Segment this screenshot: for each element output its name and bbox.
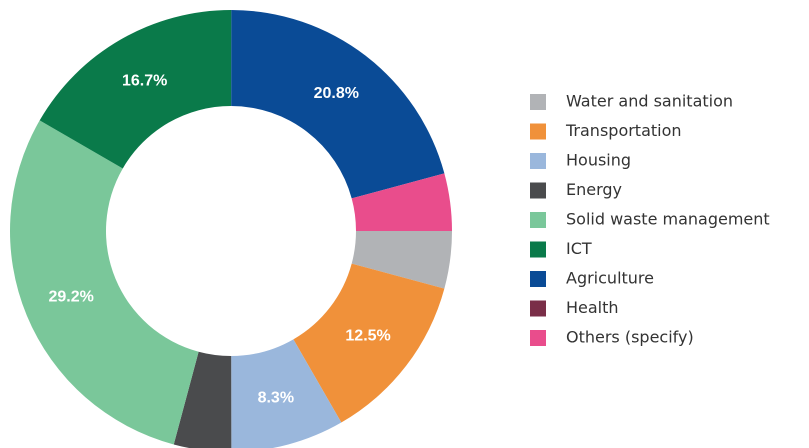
legend-swatch — [530, 330, 546, 346]
legend-swatch — [530, 271, 546, 287]
donut-segment — [9, 120, 199, 445]
donut-segment — [293, 263, 445, 423]
legend-label: ICT — [566, 239, 592, 258]
legend-swatch — [530, 123, 546, 140]
legend-label: Water and sanitation — [566, 92, 733, 111]
donut-segment — [351, 173, 452, 231]
legend-label: Health — [566, 298, 619, 317]
data-label: 8.3% — [258, 389, 294, 406]
legend-swatch — [530, 94, 546, 110]
legend-swatch — [530, 153, 546, 169]
legend-swatch — [530, 212, 546, 228]
donut-segment — [39, 9, 232, 169]
legend-label: Solid waste management — [566, 210, 770, 229]
legend-label: Transportation — [565, 121, 682, 140]
data-label: 20.8% — [314, 85, 359, 102]
donut-segment — [231, 339, 342, 448]
data-label: 12.5% — [345, 328, 390, 345]
legend-swatch — [530, 182, 546, 199]
legend-label: Energy — [566, 180, 622, 199]
legend-label: Agriculture — [566, 269, 654, 288]
legend-label: Others (specify) — [566, 328, 694, 347]
legend-label: Housing — [566, 151, 631, 170]
donut-segment — [231, 10, 445, 199]
donut-segment — [351, 231, 452, 289]
donut-segment — [173, 351, 232, 448]
data-label: 16.7% — [122, 72, 167, 89]
legend-swatch — [530, 300, 546, 317]
data-label: 29.2% — [48, 288, 93, 305]
legend-swatch — [530, 241, 546, 258]
